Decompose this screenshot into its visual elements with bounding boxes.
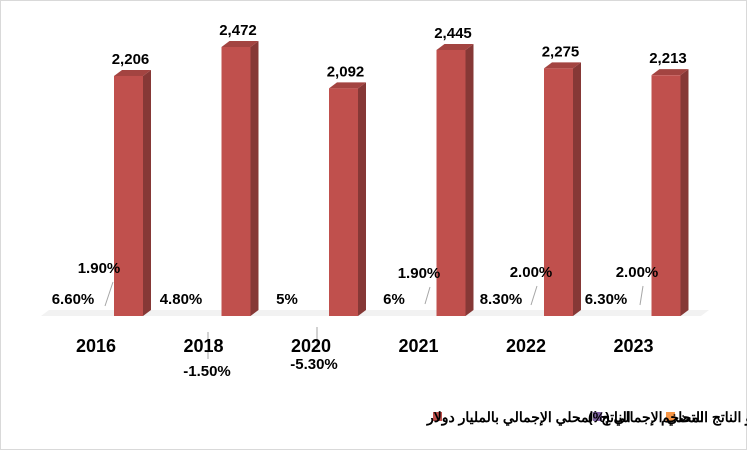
inflation-value-label-2023: 6.30% — [585, 291, 628, 308]
gdp-bar-2023 — [651, 75, 681, 317]
gdp-bar-2022-side — [573, 62, 581, 316]
gdp-value-label-2018: 2,472 — [219, 22, 257, 39]
gdp-bar-2020-side — [358, 82, 366, 316]
legend-gdp-swatch — [433, 412, 442, 421]
inflation-value-label-2022: 8.30% — [480, 291, 523, 308]
category-label-2021: 2021 — [398, 336, 438, 356]
growth-leader-line-2023 — [639, 285, 644, 306]
gdp-growth-value-label-2021: 1.90% — [398, 265, 441, 282]
gdp-growth-value-label-2020: -5.30% — [290, 356, 338, 373]
growth-leader-line-2016 — [104, 281, 114, 307]
gdp-bar-2023-side — [680, 69, 689, 317]
gdp-value-label-2016: 2,206 — [112, 51, 150, 68]
gdp-bar-2020 — [329, 88, 358, 316]
chart-floor — [41, 310, 709, 316]
gdp-bar-2018 — [221, 47, 251, 316]
legend-gdp-label: الناتج المحلي الإجمالي بالمليار دولار — [426, 409, 631, 427]
gdp-bar-2021-side — [465, 43, 474, 316]
gdp-bar-2022 — [544, 68, 573, 317]
gdp-growth-value-label-2023: 2.00% — [616, 264, 659, 281]
growth-leader-line-2021 — [424, 286, 431, 305]
gdp-bar-2016-top — [114, 69, 151, 76]
growth-leader-line-2022 — [530, 285, 538, 306]
gdp-bar-2016 — [114, 75, 143, 316]
inflation-value-label-2021: 6% — [383, 291, 405, 308]
inflation-value-label-2020: 5% — [276, 291, 298, 308]
category-label-2020: 2020 — [291, 336, 331, 356]
category-label-2023: 2023 — [613, 336, 653, 356]
gdp-bar-2020-top — [329, 82, 366, 89]
gdp-value-label-2022: 2,275 — [542, 43, 580, 60]
category-label-2018: 2018 — [183, 336, 223, 356]
gdp-growth-value-label-2016: 1.90% — [78, 260, 121, 277]
gdp-value-label-2023: 2,213 — [649, 50, 687, 67]
legend-inflation-swatch — [666, 412, 675, 421]
gdp-value-label-2020: 2,092 — [327, 63, 365, 80]
gdp-growth-value-label-2018: -1.50% — [183, 363, 231, 380]
category-label-2022: 2022 — [506, 336, 546, 356]
legend-inflation-label: التضخم — [661, 409, 704, 426]
inflation-value-label-2018: 4.80% — [160, 291, 203, 308]
legend-gdp-growth-swatch — [593, 412, 602, 421]
gdp-growth-value-label-2022: 2.00% — [510, 264, 553, 281]
inflation-value-label-2016: 6.60% — [52, 291, 95, 308]
gdp-bar-2022-top — [544, 62, 581, 69]
gdp-bar-2021 — [436, 49, 466, 316]
gdp-value-label-2021: 2,445 — [434, 25, 472, 42]
gdp-bar-2023-top — [651, 69, 689, 76]
gdp-bar-2018-side — [250, 41, 259, 316]
gdp-bar-2016-side — [143, 69, 151, 316]
category-label-2016: 2016 — [76, 336, 116, 356]
gdp-bar-2018-top — [221, 41, 259, 47]
gdp-bar-2021-top — [436, 43, 474, 50]
